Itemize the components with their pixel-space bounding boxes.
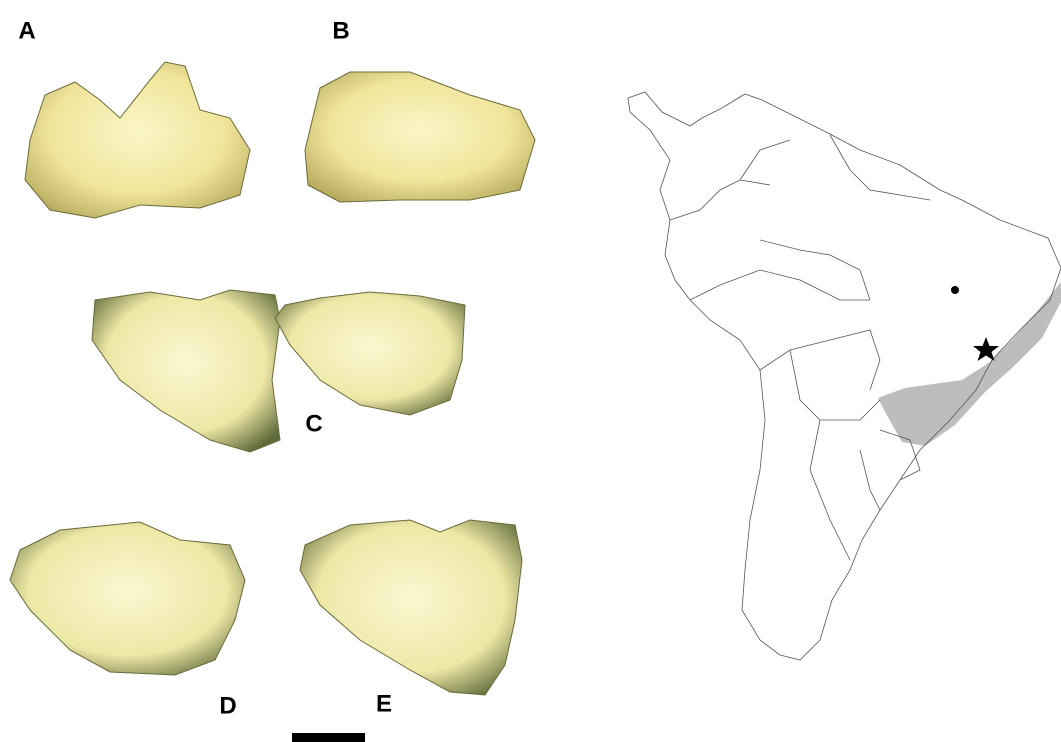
- tooth-a: [25, 62, 250, 218]
- tooth-c2: [275, 292, 465, 415]
- tooth-e: [300, 520, 522, 695]
- map: [628, 92, 1061, 660]
- scale-bar: [292, 733, 365, 742]
- tooth-d: [10, 522, 245, 675]
- panel-label: D: [219, 692, 236, 719]
- panel-label: C: [305, 410, 322, 437]
- figure: A B C D E: [0, 0, 1061, 742]
- shaded-range: [878, 282, 1061, 446]
- tooth-c1: [92, 290, 280, 452]
- country-borders: [670, 135, 930, 560]
- tooth-photos: [10, 62, 535, 695]
- panel-label: E: [376, 690, 392, 717]
- locality-dot: [951, 286, 959, 294]
- panel-label: A: [18, 17, 35, 44]
- tooth-b: [305, 72, 535, 202]
- panel-label: B: [332, 17, 349, 44]
